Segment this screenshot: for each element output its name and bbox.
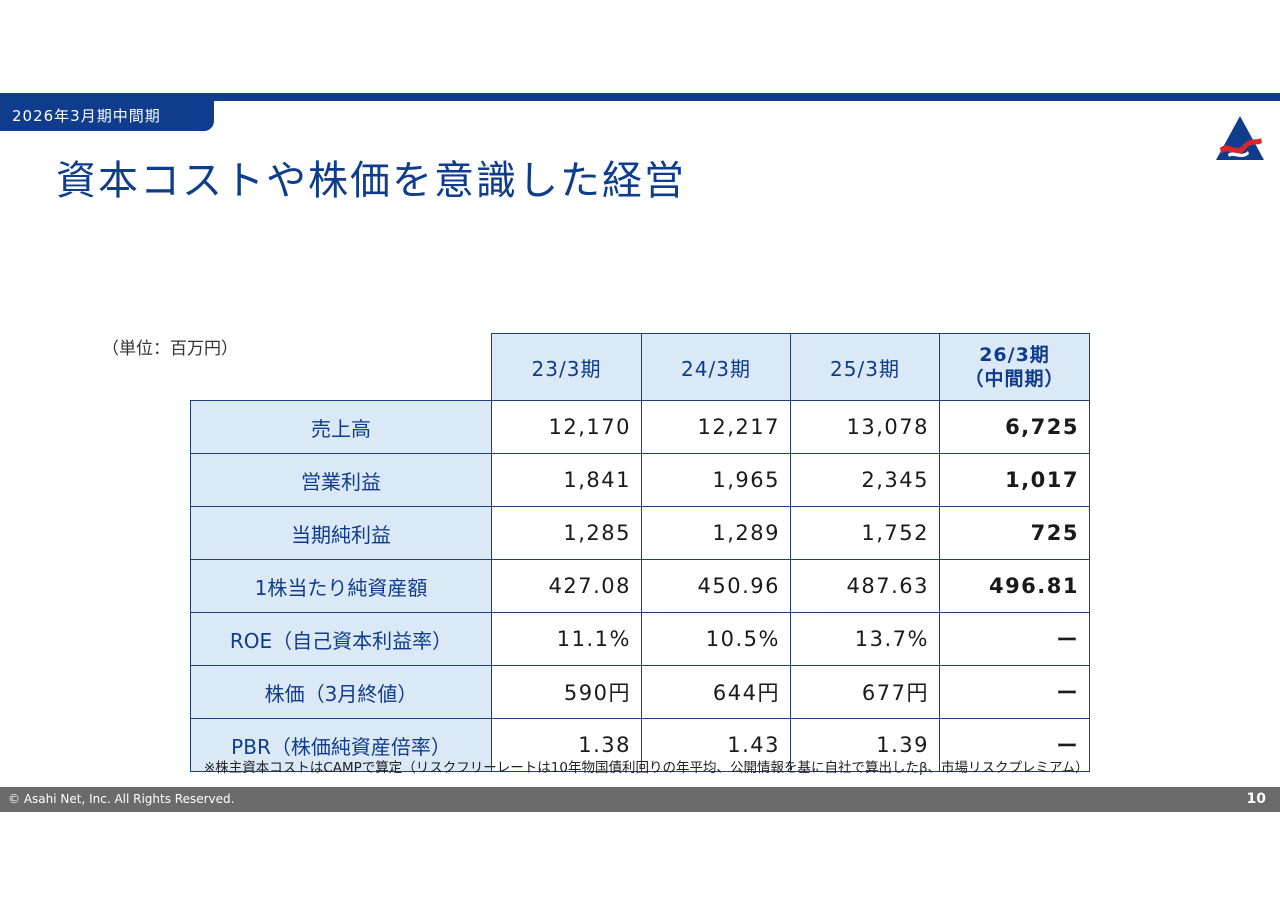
row-label: ROE（自己資本利益率）	[190, 612, 492, 666]
table-row: 営業利益 1,841 1,965 2,345 1,017	[190, 453, 1090, 507]
asahi-net-logo-icon	[1216, 116, 1264, 160]
table-cell: 677円	[790, 665, 940, 719]
table-cell: 11.1%	[491, 612, 642, 666]
table-cell: 1,841	[491, 453, 642, 507]
table-cell: 1.43	[641, 718, 791, 772]
table-cell-current: ー	[939, 612, 1090, 666]
table-cell-current: ー	[939, 665, 1090, 719]
table-cell-current: 725	[939, 506, 1090, 560]
current-period-sublabel: （中間期）	[964, 368, 1065, 390]
table-row: PBR（株価純資産倍率） 1.38 1.43 1.39 ー	[190, 718, 1090, 772]
period-tab: 2026年3月期中間期	[0, 101, 214, 131]
footer-bar: © Asahi Net, Inc. All Rights Reserved. 1…	[0, 787, 1280, 812]
unit-note: （単位：百万円）	[102, 339, 238, 359]
table-row: ROE（自己資本利益率） 11.1% 10.5% 13.7% ー	[190, 612, 1090, 666]
table-cell: 487.63	[790, 559, 940, 613]
table-cell-current: 1,017	[939, 453, 1090, 507]
table-header-row: 23/3期 24/3期 25/3期 26/3期 （中間期）	[191, 333, 1090, 401]
table-cell: 590円	[491, 665, 642, 719]
row-label: 売上高	[190, 400, 492, 454]
current-period-label: 26/3期	[979, 344, 1050, 366]
copyright: © Asahi Net, Inc. All Rights Reserved.	[8, 792, 235, 806]
table-cell: 644円	[641, 665, 791, 719]
row-label: PBR（株価純資産倍率）	[190, 718, 492, 772]
table-cell: 13,078	[790, 400, 940, 454]
financial-table: 23/3期 24/3期 25/3期 26/3期 （中間期） 売上高 12,170…	[190, 333, 1090, 772]
column-header-current: 26/3期 （中間期）	[939, 333, 1090, 401]
table-cell: 1,289	[641, 506, 791, 560]
table-row: 1株当たり純資産額 427.08 450.96 487.63 496.81	[190, 559, 1090, 613]
table-cell: 1,285	[491, 506, 642, 560]
table-cell-current: 6,725	[939, 400, 1090, 454]
table-cell: 12,217	[641, 400, 791, 454]
table-cell-current: ー	[939, 718, 1090, 772]
table-cell: 12,170	[491, 400, 642, 454]
table-cell-current: 496.81	[939, 559, 1090, 613]
table-cell: 1.38	[491, 718, 642, 772]
table-cell: 1.39	[790, 718, 940, 772]
table-row: 株価（3月終値） 590円 644円 677円 ー	[190, 665, 1090, 719]
table-row: 売上高 12,170 12,217 13,078 6,725	[190, 400, 1090, 454]
column-header: 25/3期	[790, 333, 940, 401]
column-header: 23/3期	[491, 333, 642, 401]
row-label: 当期純利益	[190, 506, 492, 560]
row-label: 株価（3月終値）	[190, 665, 492, 719]
table-cell: 13.7%	[790, 612, 940, 666]
page-title: 資本コストや株価を意識した経営	[56, 158, 686, 204]
footnote: ※株主資本コストはCAMPで算定（リスクフリーレートは10年物国債利回りの年平均…	[204, 760, 1089, 776]
header-blank-cell	[191, 334, 492, 401]
table-cell: 450.96	[641, 559, 791, 613]
header-accent-bar	[0, 93, 1280, 101]
table-row: 当期純利益 1,285 1,289 1,752 725	[190, 506, 1090, 560]
table-cell: 10.5%	[641, 612, 791, 666]
page-number: 10	[1246, 791, 1266, 807]
column-header: 24/3期	[641, 333, 791, 401]
table-cell: 2,345	[790, 453, 940, 507]
row-label: 1株当たり純資産額	[190, 559, 492, 613]
table-cell: 1,965	[641, 453, 791, 507]
table-cell: 427.08	[491, 559, 642, 613]
row-label: 営業利益	[190, 453, 492, 507]
table-cell: 1,752	[790, 506, 940, 560]
